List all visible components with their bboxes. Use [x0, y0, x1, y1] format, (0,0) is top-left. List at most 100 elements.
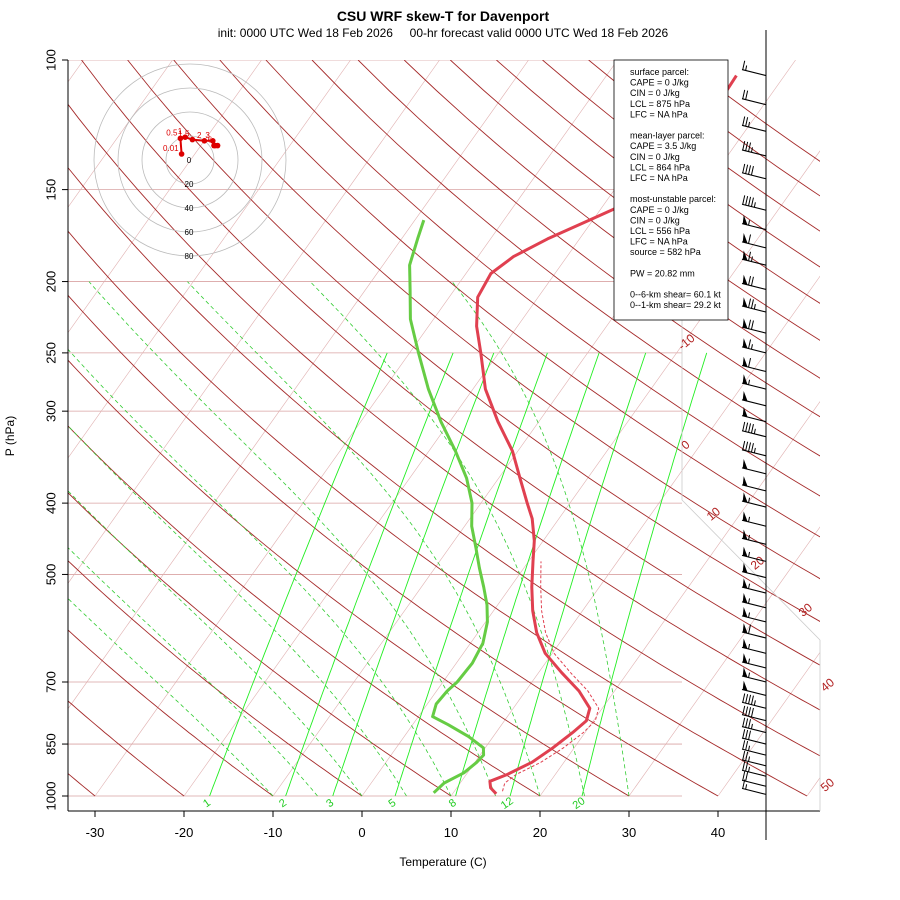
chart-subtitle: init: 0000 UTC Wed 18 Feb 2026 00-hr for…: [218, 26, 669, 40]
stats-line: LFC = NA hPa: [630, 109, 688, 119]
x-tick-label: 20: [533, 825, 547, 840]
isotherm-line: [361, 150, 820, 797]
hodograph-point: [182, 134, 188, 140]
isotherm-line: [68, 60, 173, 208]
hodograph-point: [189, 136, 196, 143]
wind-barb: [741, 653, 767, 669]
wind-barb: [741, 638, 767, 654]
y-tick-label: 1000: [43, 782, 58, 811]
y-tick-label: 700: [43, 671, 58, 693]
stats-line: CIN = 0 J/kg: [630, 88, 680, 98]
hodograph: 0 20 40 60 80 0.01 0.5 11.5 2 36: [93, 63, 287, 261]
dry-adiabat: [81, 60, 820, 666]
wind-barb: [741, 771, 767, 787]
moist-adiabat: [68, 425, 407, 797]
stats-line: PW = 20.82 mm: [630, 268, 695, 278]
y-tick-label: 200: [43, 271, 58, 293]
isotherm-line: [68, 60, 262, 334]
mixing-ratio-label: 8: [447, 797, 459, 810]
wind-barb: [741, 476, 767, 492]
wind-barb: [741, 667, 767, 683]
mixing-ratio-line: [455, 352, 600, 797]
stats-line: CIN = 0 J/kg: [630, 152, 680, 162]
y-tick-label: 150: [43, 179, 58, 201]
wind-barb: [741, 116, 767, 132]
isotherm-line: [68, 60, 529, 710]
wind-barb: [741, 717, 767, 734]
stats-line: LCL = 864 hPa: [630, 162, 690, 172]
dry-adiabat: [403, 60, 820, 379]
stats-line: mean-layer parcel:: [630, 131, 705, 141]
wind-barb: [741, 529, 767, 545]
hodograph-point-label: 1.5: [178, 130, 190, 139]
moist-adiabat: [68, 490, 363, 797]
isotherm-line: [68, 60, 351, 459]
parcel-line: [502, 561, 600, 792]
stats-line: CAPE = 3.5 J/kg: [630, 141, 696, 151]
x-tick-label: 40: [711, 825, 725, 840]
stats-line: surface parcel:: [630, 67, 689, 77]
y-tick-label: 850: [43, 733, 58, 755]
moist-adiabat: [88, 281, 496, 797]
wind-barb: [741, 390, 767, 407]
moist-adiabat: [68, 348, 452, 797]
wind-barb: [741, 297, 767, 313]
stats-line: CAPE = 0 J/kg: [630, 78, 689, 88]
hodograph-point-label: 3: [205, 131, 210, 140]
hodograph-point-label: 2: [197, 131, 202, 140]
wind-barb: [741, 607, 767, 623]
wind-barb: [741, 233, 767, 249]
stats-line: 0--6-km shear= 60.1 kt: [630, 290, 721, 300]
wind-barb: [741, 440, 767, 457]
mixing-ratio-line: [209, 352, 388, 797]
isotherm-line: [539, 401, 820, 797]
dry-adiabat: [265, 60, 820, 497]
hodograph-point: [201, 138, 208, 144]
hodograph-point: [210, 138, 216, 144]
dry-adiabat: [68, 166, 820, 757]
stats-line: CAPE = 0 J/kg: [630, 205, 689, 215]
hodograph-ring-label: 20: [185, 180, 194, 189]
dry-adiabat: [68, 294, 719, 797]
mixing-ratio-label: 2: [277, 797, 289, 810]
stats-line: CIN = 0 J/kg: [630, 215, 680, 225]
stats-line: LCL = 875 hPa: [630, 99, 690, 109]
dry-adiabat: [68, 492, 452, 797]
dry-adiabat: [357, 60, 820, 418]
x-tick-label: 10: [444, 825, 458, 840]
isotherm-label: 10: [704, 504, 723, 524]
dry-adiabat: [68, 103, 820, 711]
y-tick-label: 100: [43, 49, 58, 71]
wind-barb: [741, 250, 767, 266]
stats-line: LFC = NA hPa: [630, 237, 688, 247]
mixing-ratio-label: 3: [324, 797, 336, 810]
profiles: [408, 74, 738, 795]
wind-barb: [741, 195, 767, 211]
hodograph-point-label: 6: [208, 136, 213, 145]
isotherm-line: [450, 275, 820, 797]
wind-barb: [741, 705, 767, 722]
wind-barb: [741, 750, 767, 767]
wind-barb: [741, 492, 767, 508]
dry-adiabat: [127, 60, 820, 622]
hodograph-ring: [93, 63, 287, 257]
hodograph-point: [211, 142, 217, 149]
wind-barb: [741, 89, 767, 106]
dry-adiabat: [219, 60, 820, 538]
hodograph-ring: [141, 111, 239, 209]
wind-barb: [741, 779, 767, 795]
dry-adiabat: [68, 629, 274, 797]
stats-line: LFC = NA hPa: [630, 173, 688, 183]
wind-barb: [741, 511, 767, 527]
dewpoint-line: [408, 219, 489, 794]
hodograph-ring: [117, 87, 263, 233]
wind-barb: [741, 693, 767, 709]
mixing-ratio-label: 1: [201, 797, 213, 810]
dry-adiabat: [68, 425, 541, 797]
wind-barb: [741, 406, 767, 423]
hodograph-ring-label: 0: [187, 156, 192, 165]
